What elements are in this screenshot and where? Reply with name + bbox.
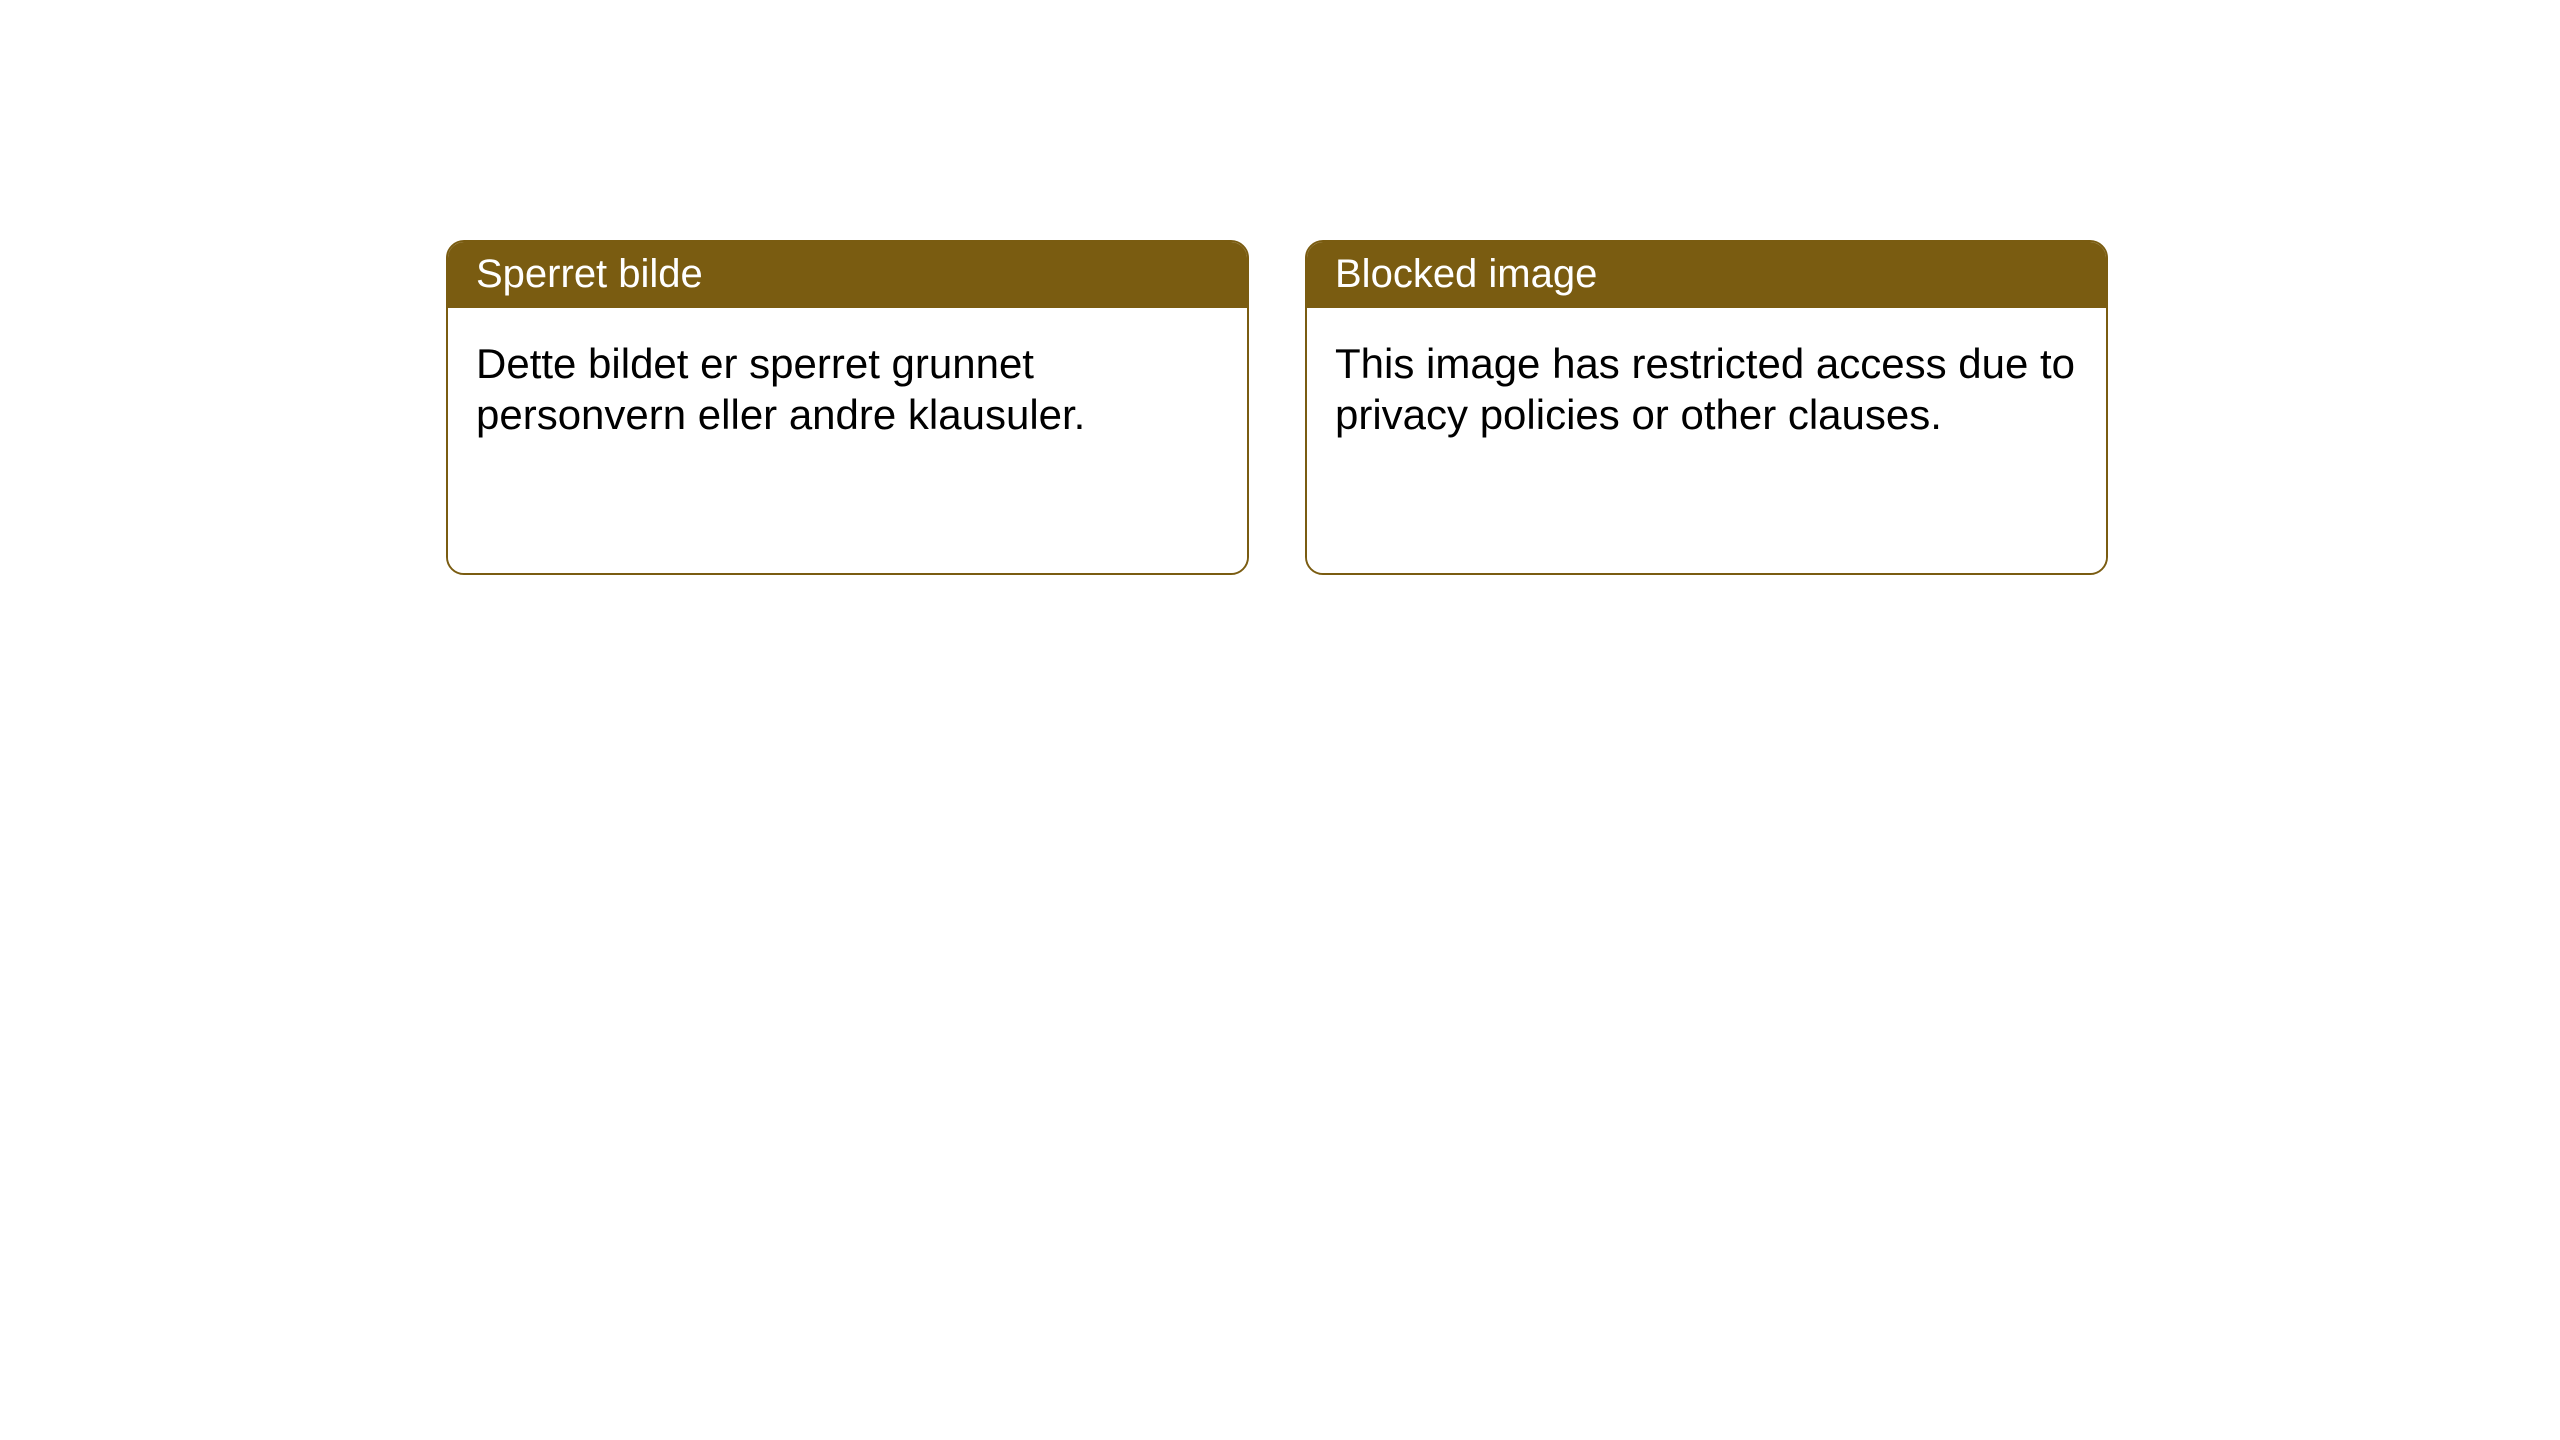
notice-body-text: This image has restricted access due to … [1335, 340, 2075, 438]
notice-body: This image has restricted access due to … [1307, 308, 2106, 573]
notice-title-text: Sperret bilde [476, 252, 703, 296]
notice-box-norwegian: Sperret bilde Dette bildet er sperret gr… [446, 240, 1249, 575]
notice-box-english: Blocked image This image has restricted … [1305, 240, 2108, 575]
notice-header: Blocked image [1307, 242, 2106, 308]
notice-header: Sperret bilde [448, 242, 1247, 308]
notice-body: Dette bildet er sperret grunnet personve… [448, 308, 1247, 573]
notice-title-text: Blocked image [1335, 252, 1597, 296]
notice-body-text: Dette bildet er sperret grunnet personve… [476, 340, 1085, 438]
notice-container: Sperret bilde Dette bildet er sperret gr… [446, 240, 2108, 575]
